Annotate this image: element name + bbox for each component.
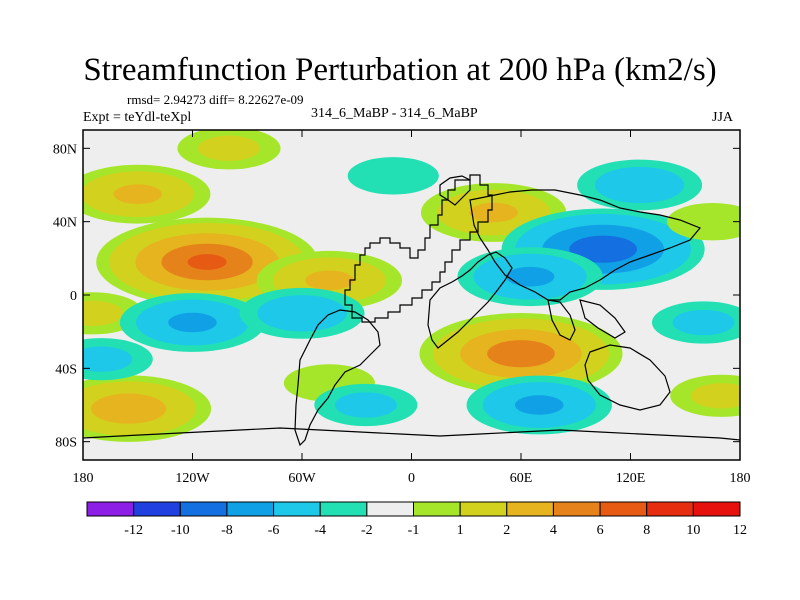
anomaly-high-5 [83, 375, 212, 442]
contour-band [505, 266, 555, 287]
x-tick-label: 120W [175, 471, 210, 486]
chart-title: Streamfunction Perturbation at 200 hPa (… [83, 52, 717, 88]
colorbar-swatch [319, 501, 368, 517]
anomaly-low-13 [466, 375, 612, 435]
anomaly-low-14 [651, 301, 740, 344]
contour-band [594, 166, 685, 204]
x-tick-label: 60E [510, 471, 533, 486]
colorbar-swatch [552, 501, 601, 517]
colorbar-swatch [692, 501, 741, 517]
contour-band [83, 300, 124, 326]
colorbar-swatch [646, 501, 694, 517]
y-tick-label: 80S [55, 436, 77, 451]
colorbar-label: -2 [361, 523, 373, 538]
colorbar-label: 1 [457, 523, 464, 538]
anomaly-low-12 [577, 159, 703, 211]
colorbar-label: -10 [171, 523, 190, 538]
anomaly-low-9 [457, 247, 603, 307]
colorbar-label: 4 [550, 523, 557, 538]
anomaly-low-16 [314, 383, 418, 427]
anomaly-high-0 [96, 217, 318, 307]
colorbar-label: -6 [268, 523, 280, 538]
x-tick-label: 180 [73, 471, 94, 486]
colorbar-label: 2 [503, 523, 510, 538]
colorbar-label: 6 [597, 523, 604, 538]
colorbar-swatch [86, 501, 135, 517]
contour-band [667, 202, 740, 241]
contour-band [257, 295, 347, 332]
colorbar-swatch [413, 501, 461, 517]
anomaly-low-18 [347, 157, 439, 195]
colorbar-swatch [599, 501, 648, 517]
rmsd-diff-stats: rmsd= 2.94273 diff= 8.22627e-09 [127, 92, 304, 107]
anomaly-high-3 [419, 312, 623, 395]
contour-field [83, 130, 740, 460]
colorbar-swatch [133, 501, 181, 517]
contour-band [672, 309, 735, 336]
contour-band [487, 340, 555, 368]
contour-band [198, 135, 260, 161]
contour-band [113, 184, 162, 204]
anomaly-high-19 [667, 202, 740, 241]
contour-band [305, 270, 354, 291]
colorbar-swatch [179, 501, 228, 517]
contour-band [515, 395, 564, 415]
colorbar-label: 12 [733, 523, 747, 538]
contour-band [91, 393, 167, 424]
case-label: 314_6_MaBP - 314_6_MaBP [311, 106, 478, 121]
y-tick-label: 0 [70, 289, 77, 304]
anomaly-high-17 [177, 130, 281, 170]
colorbar-label: 8 [643, 523, 650, 538]
colorbar-label: -4 [314, 523, 326, 538]
colorbar-swatch [506, 501, 554, 517]
colorbar-swatch [459, 501, 508, 517]
anomaly-high-1 [83, 164, 211, 224]
anomaly-high-20 [670, 374, 740, 417]
contour-band [347, 157, 439, 195]
contour-band [569, 235, 637, 263]
coastline [83, 174, 740, 447]
x-tick-label: 180 [730, 471, 751, 486]
season-label: JJA [712, 110, 734, 125]
colorbar-label: -8 [221, 523, 233, 538]
colorbar-swatch [366, 501, 415, 517]
y-tick-label: 40N [53, 216, 77, 231]
contour-band [83, 346, 133, 372]
experiment-label: Expt = teYdl-teXpl [83, 110, 192, 125]
contour-band [469, 202, 518, 223]
contour-band [187, 254, 227, 270]
y-tick-label: 80N [53, 142, 77, 157]
anomaly-low-11 [239, 287, 365, 339]
contour-band [334, 392, 397, 418]
axes: 180 120W 60W 0 60E 120E 180 80N 40N 0 40S 80S [53, 130, 751, 486]
colorbar-label: -12 [124, 523, 143, 538]
colorbar-swatch [226, 501, 275, 517]
colorbar-label: 10 [686, 523, 700, 538]
colorbar: -12 -10 -8 -6 -4 -2 -1 1 2 4 6 8 10 12 [86, 501, 747, 538]
contour-band [168, 312, 217, 333]
colorbar-swatch [273, 501, 321, 517]
x-tick-label: 120E [616, 471, 646, 486]
anomaly-low-15 [83, 338, 153, 381]
contour-band [690, 383, 740, 409]
anomaly-low-10 [119, 293, 266, 352]
y-tick-label: 40S [55, 362, 77, 377]
x-tick-label: 60W [288, 471, 316, 486]
colorbar-label: -1 [408, 523, 420, 538]
x-tick-label: 0 [408, 471, 415, 486]
